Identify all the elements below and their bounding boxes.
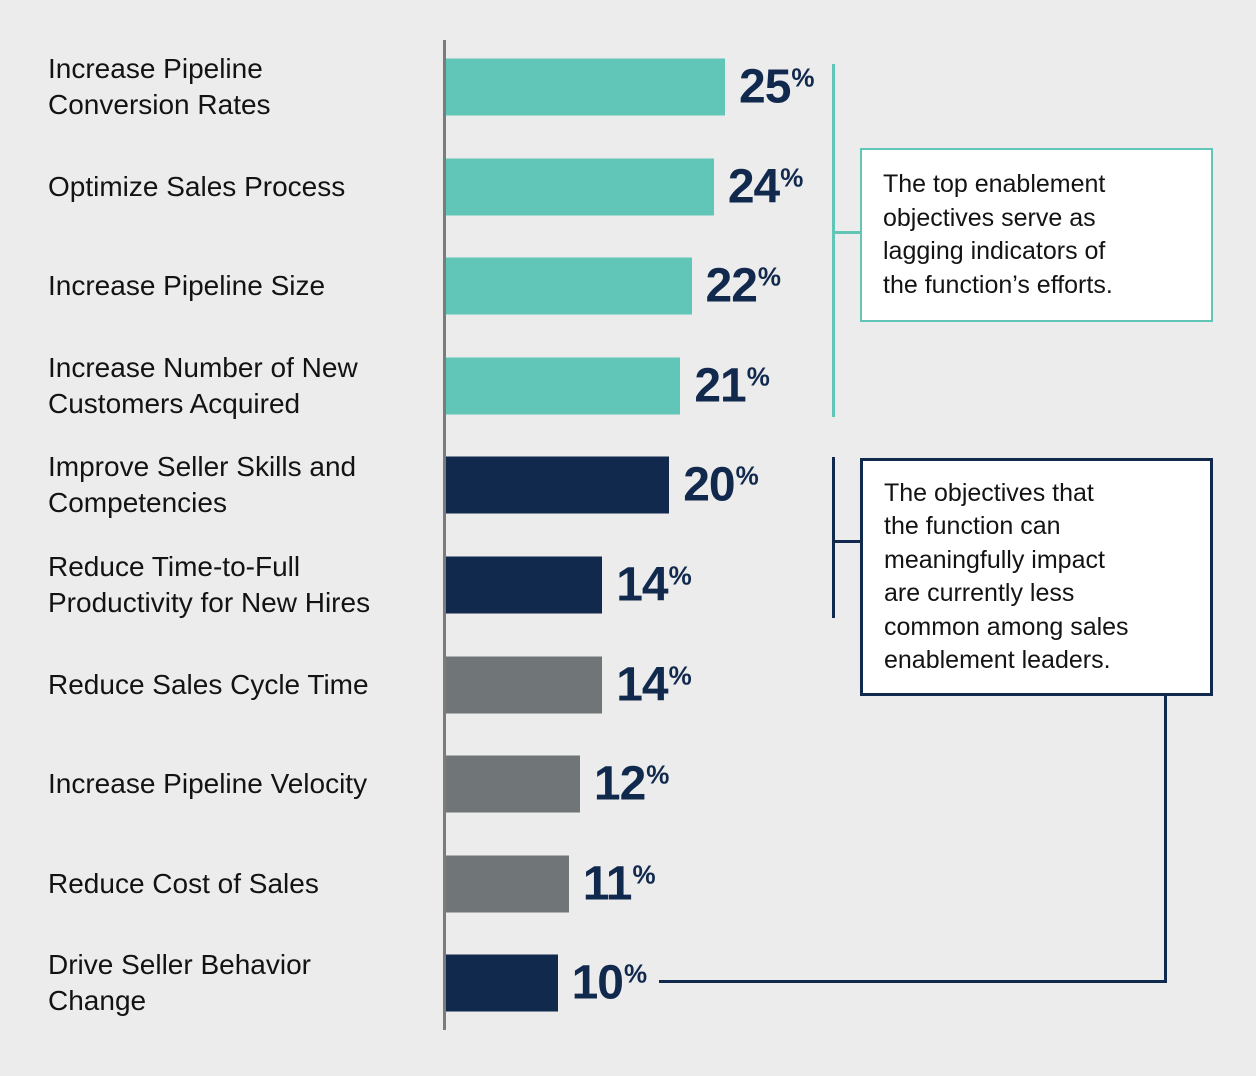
category-label: Increase Number of New Customers Acquire… (48, 351, 358, 419)
bar (446, 158, 714, 216)
value-label: 21% (694, 358, 770, 413)
category-label: Increase Pipeline Conversion Rates (48, 53, 271, 120)
bar (446, 855, 569, 913)
value-label: 14% (616, 657, 692, 712)
percent-sign: % (668, 660, 692, 691)
bar (446, 58, 725, 116)
value-number: 14 (616, 558, 668, 612)
teal-bracket-vertical-line (832, 64, 835, 417)
value-number: 12 (593, 757, 646, 811)
value-label: 11% (583, 856, 656, 911)
bar (446, 257, 692, 315)
navy-bracket-connector-line (832, 540, 860, 543)
percent-sign: % (646, 759, 670, 790)
value-number: 25 (739, 60, 791, 114)
category-label: Optimize Sales Process (48, 170, 346, 202)
callout-top-enablement-objectives: The top enablement objectives serve as l… (860, 148, 1213, 322)
value-label: 24% (728, 159, 804, 214)
value-number: 22 (705, 259, 758, 313)
y-axis-line (443, 40, 446, 1030)
bar (446, 656, 603, 714)
value-label: 25% (739, 60, 815, 115)
callout-bottom-text: The objectives that the function can mea… (884, 478, 1129, 675)
percent-sign: % (623, 958, 648, 989)
percent-sign: % (757, 261, 782, 292)
teal-bracket-connector-line (832, 231, 860, 234)
percent-sign: % (632, 859, 656, 890)
bar (446, 954, 558, 1012)
value-number: 11 (582, 857, 633, 911)
value-label: 20% (683, 458, 759, 513)
bar (446, 755, 580, 813)
percent-sign: % (780, 162, 804, 193)
value-label: 22% (706, 259, 782, 314)
value-number: 20 (683, 458, 735, 512)
category-label: Drive Seller Behavior Change (48, 949, 311, 1017)
bar (446, 556, 603, 614)
value-label: 12% (594, 757, 670, 812)
percent-sign: % (735, 460, 759, 491)
bar (446, 357, 681, 415)
value-label: 10% (572, 956, 648, 1011)
navy-bracket-vertical-line (832, 457, 835, 618)
value-number: 14 (616, 658, 668, 712)
category-label: Reduce Time-to-Full Productivity for New… (48, 551, 371, 618)
value-number: 10 (571, 956, 624, 1010)
navy-elbow-vertical-line (1164, 694, 1167, 983)
value-number: 21 (694, 359, 746, 413)
value-number: 24 (727, 160, 780, 214)
callout-top-text: The top enablement objectives serve as l… (883, 170, 1113, 299)
category-label: Reduce Sales Cycle Time (48, 668, 369, 700)
bar (446, 456, 670, 514)
percent-sign: % (746, 361, 770, 392)
value-label: 14% (616, 558, 692, 613)
percent-sign: % (668, 560, 692, 591)
percent-sign: % (791, 62, 815, 93)
callout-impactable-objectives: The objectives that the function can mea… (860, 458, 1213, 696)
navy-elbow-horizontal-line (659, 980, 1167, 983)
category-label: Increase Pipeline Size (48, 270, 326, 302)
category-label: Improve Seller Skills and Competencies (48, 451, 357, 519)
category-label: Reduce Cost of Sales (48, 867, 319, 899)
category-label: Increase Pipeline Velocity (48, 768, 368, 800)
